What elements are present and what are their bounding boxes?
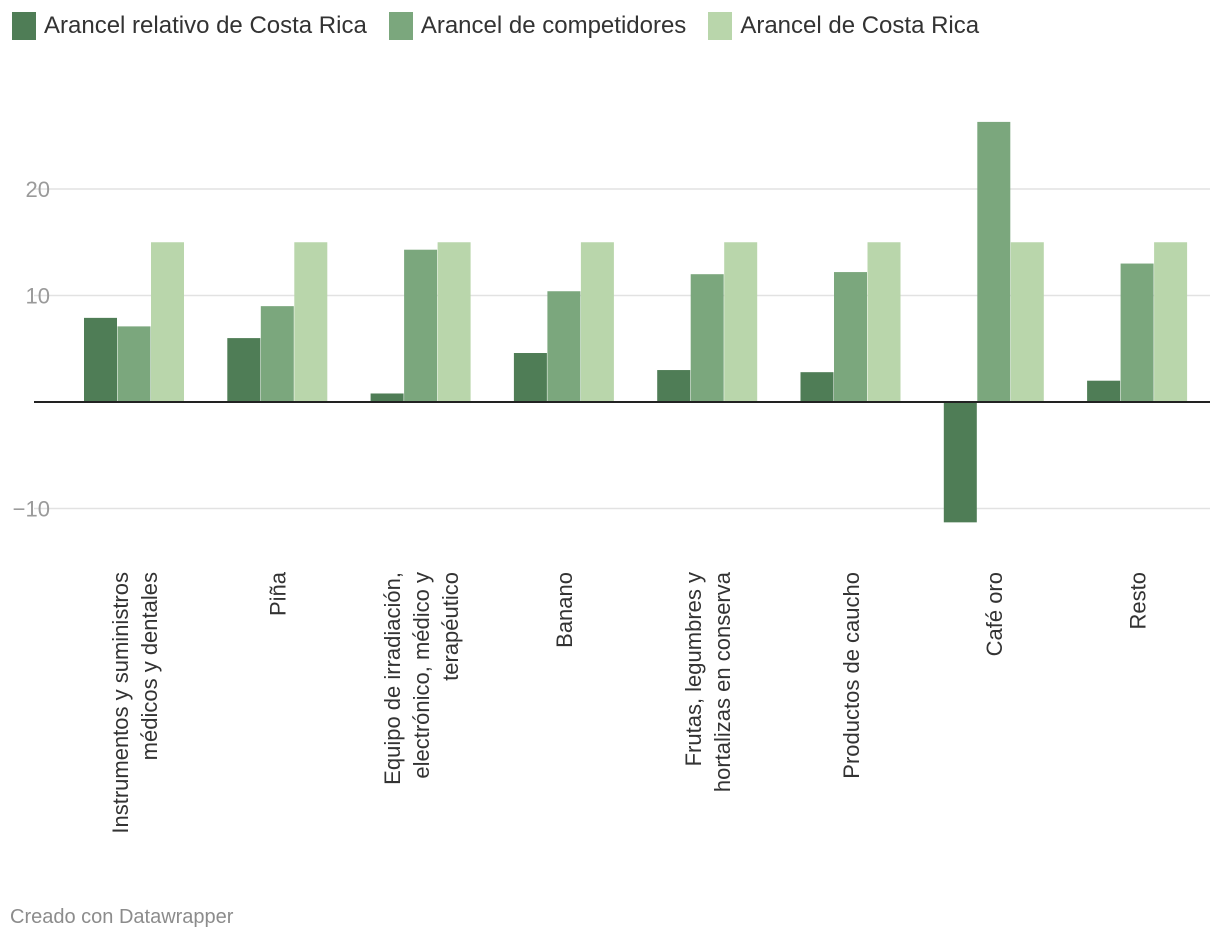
x-tick-label-line: hortalizas en conserva (710, 571, 735, 792)
footer-credit: Creado con Datawrapper (10, 906, 234, 928)
bar-s2-c6 (1010, 242, 1044, 402)
bar-s2-c2 (437, 242, 471, 402)
legend-swatch-competidores (388, 12, 413, 40)
x-category-label: Resto (1125, 572, 1150, 629)
x-category-label: Piña (266, 571, 291, 616)
x-category-label: Banano (552, 572, 577, 648)
bar-s0-c7 (1087, 380, 1121, 402)
y-tick-label-10: 10 (26, 284, 50, 309)
legend: Arancel relativo de Costa Rica Arancel d… (12, 12, 1001, 40)
bar-s2-c7 (1154, 242, 1188, 402)
bar-s1-c2 (404, 249, 438, 402)
bar-s1-c1 (260, 306, 294, 402)
bar-s0-c3 (513, 353, 547, 402)
bar-s2-c5 (867, 242, 901, 402)
x-category-label: Instrumentos y suministros médicos y dent… (108, 572, 162, 834)
bar-s1-c0 (117, 326, 151, 402)
bar-s1-c5 (834, 272, 867, 402)
legend-label-competidores: Arancel de competidores (420, 12, 687, 39)
bar-s2-c3 (580, 242, 614, 402)
x-category-label: Productos de caucho (839, 572, 864, 779)
bar-s2-c0 (151, 242, 184, 402)
y-tick-label-20: 20 (26, 177, 50, 202)
x-tick-label-line: electrónico, médico y (409, 572, 434, 779)
bar-s0-c0 (84, 317, 117, 402)
x-tick-label-line: Frutas, legumbres y (681, 572, 706, 766)
legend-item-competidores: Arancel de competidores (388, 12, 687, 40)
bar-s0-c5 (800, 372, 834, 402)
bar-s2-c1 (294, 242, 328, 402)
x-tick-label-line: Banano (552, 572, 577, 648)
bar-s0-c6 (943, 402, 977, 523)
bar-s0-c1 (227, 338, 261, 402)
x-tick-label-line: Productos de caucho (839, 572, 864, 779)
bar-s1-c3 (547, 291, 581, 402)
x-tick-label-line: terapéutico (438, 572, 463, 681)
bar-s1-c4 (690, 274, 724, 402)
x-tick-label-line: Equipo de irradiación, (380, 572, 405, 785)
legend-swatch-relativo (12, 12, 36, 40)
bar-s1-c6 (977, 121, 1011, 402)
legend-label-relativo: Arancel relativo de Costa Rica (44, 12, 367, 39)
x-category-label: Equipo de irradiación, electrónico, médic… (380, 572, 463, 785)
legend-swatch-costa-rica (708, 12, 733, 40)
bar-chart: −10 10 20 Instrumentos y suministros médicos… (13, 121, 1210, 834)
legend-label-costa-rica: Arancel de Costa Rica (740, 12, 980, 39)
x-tick-label-line: Piña (266, 571, 291, 616)
bar-s0-c4 (657, 370, 691, 402)
bar-s0-c2 (370, 393, 404, 402)
x-category-label: Café oro (982, 572, 1007, 656)
x-tick-label-line: Resto (1125, 572, 1150, 629)
x-tick-label-line: Instrumentos y suministros (108, 572, 133, 834)
bar-s1-c7 (1120, 263, 1154, 402)
x-tick-label-line: Café oro (982, 572, 1007, 656)
x-tick-label-line: médicos y dentales (137, 572, 162, 760)
bar-s2-c4 (724, 242, 758, 402)
y-tick-label--10: −10 (13, 497, 50, 522)
x-category-label: Frutas, legumbres y hortalizas en conserv… (681, 571, 735, 792)
legend-item-relativo: Arancel relativo de Costa Rica (12, 12, 367, 40)
legend-item-costa-rica: Arancel de Costa Rica (708, 12, 979, 40)
